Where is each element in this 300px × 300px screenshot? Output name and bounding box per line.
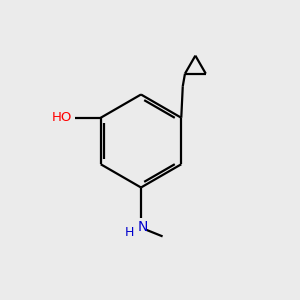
Text: HO: HO xyxy=(51,111,72,124)
Text: H: H xyxy=(125,226,134,239)
Text: N: N xyxy=(137,220,148,234)
